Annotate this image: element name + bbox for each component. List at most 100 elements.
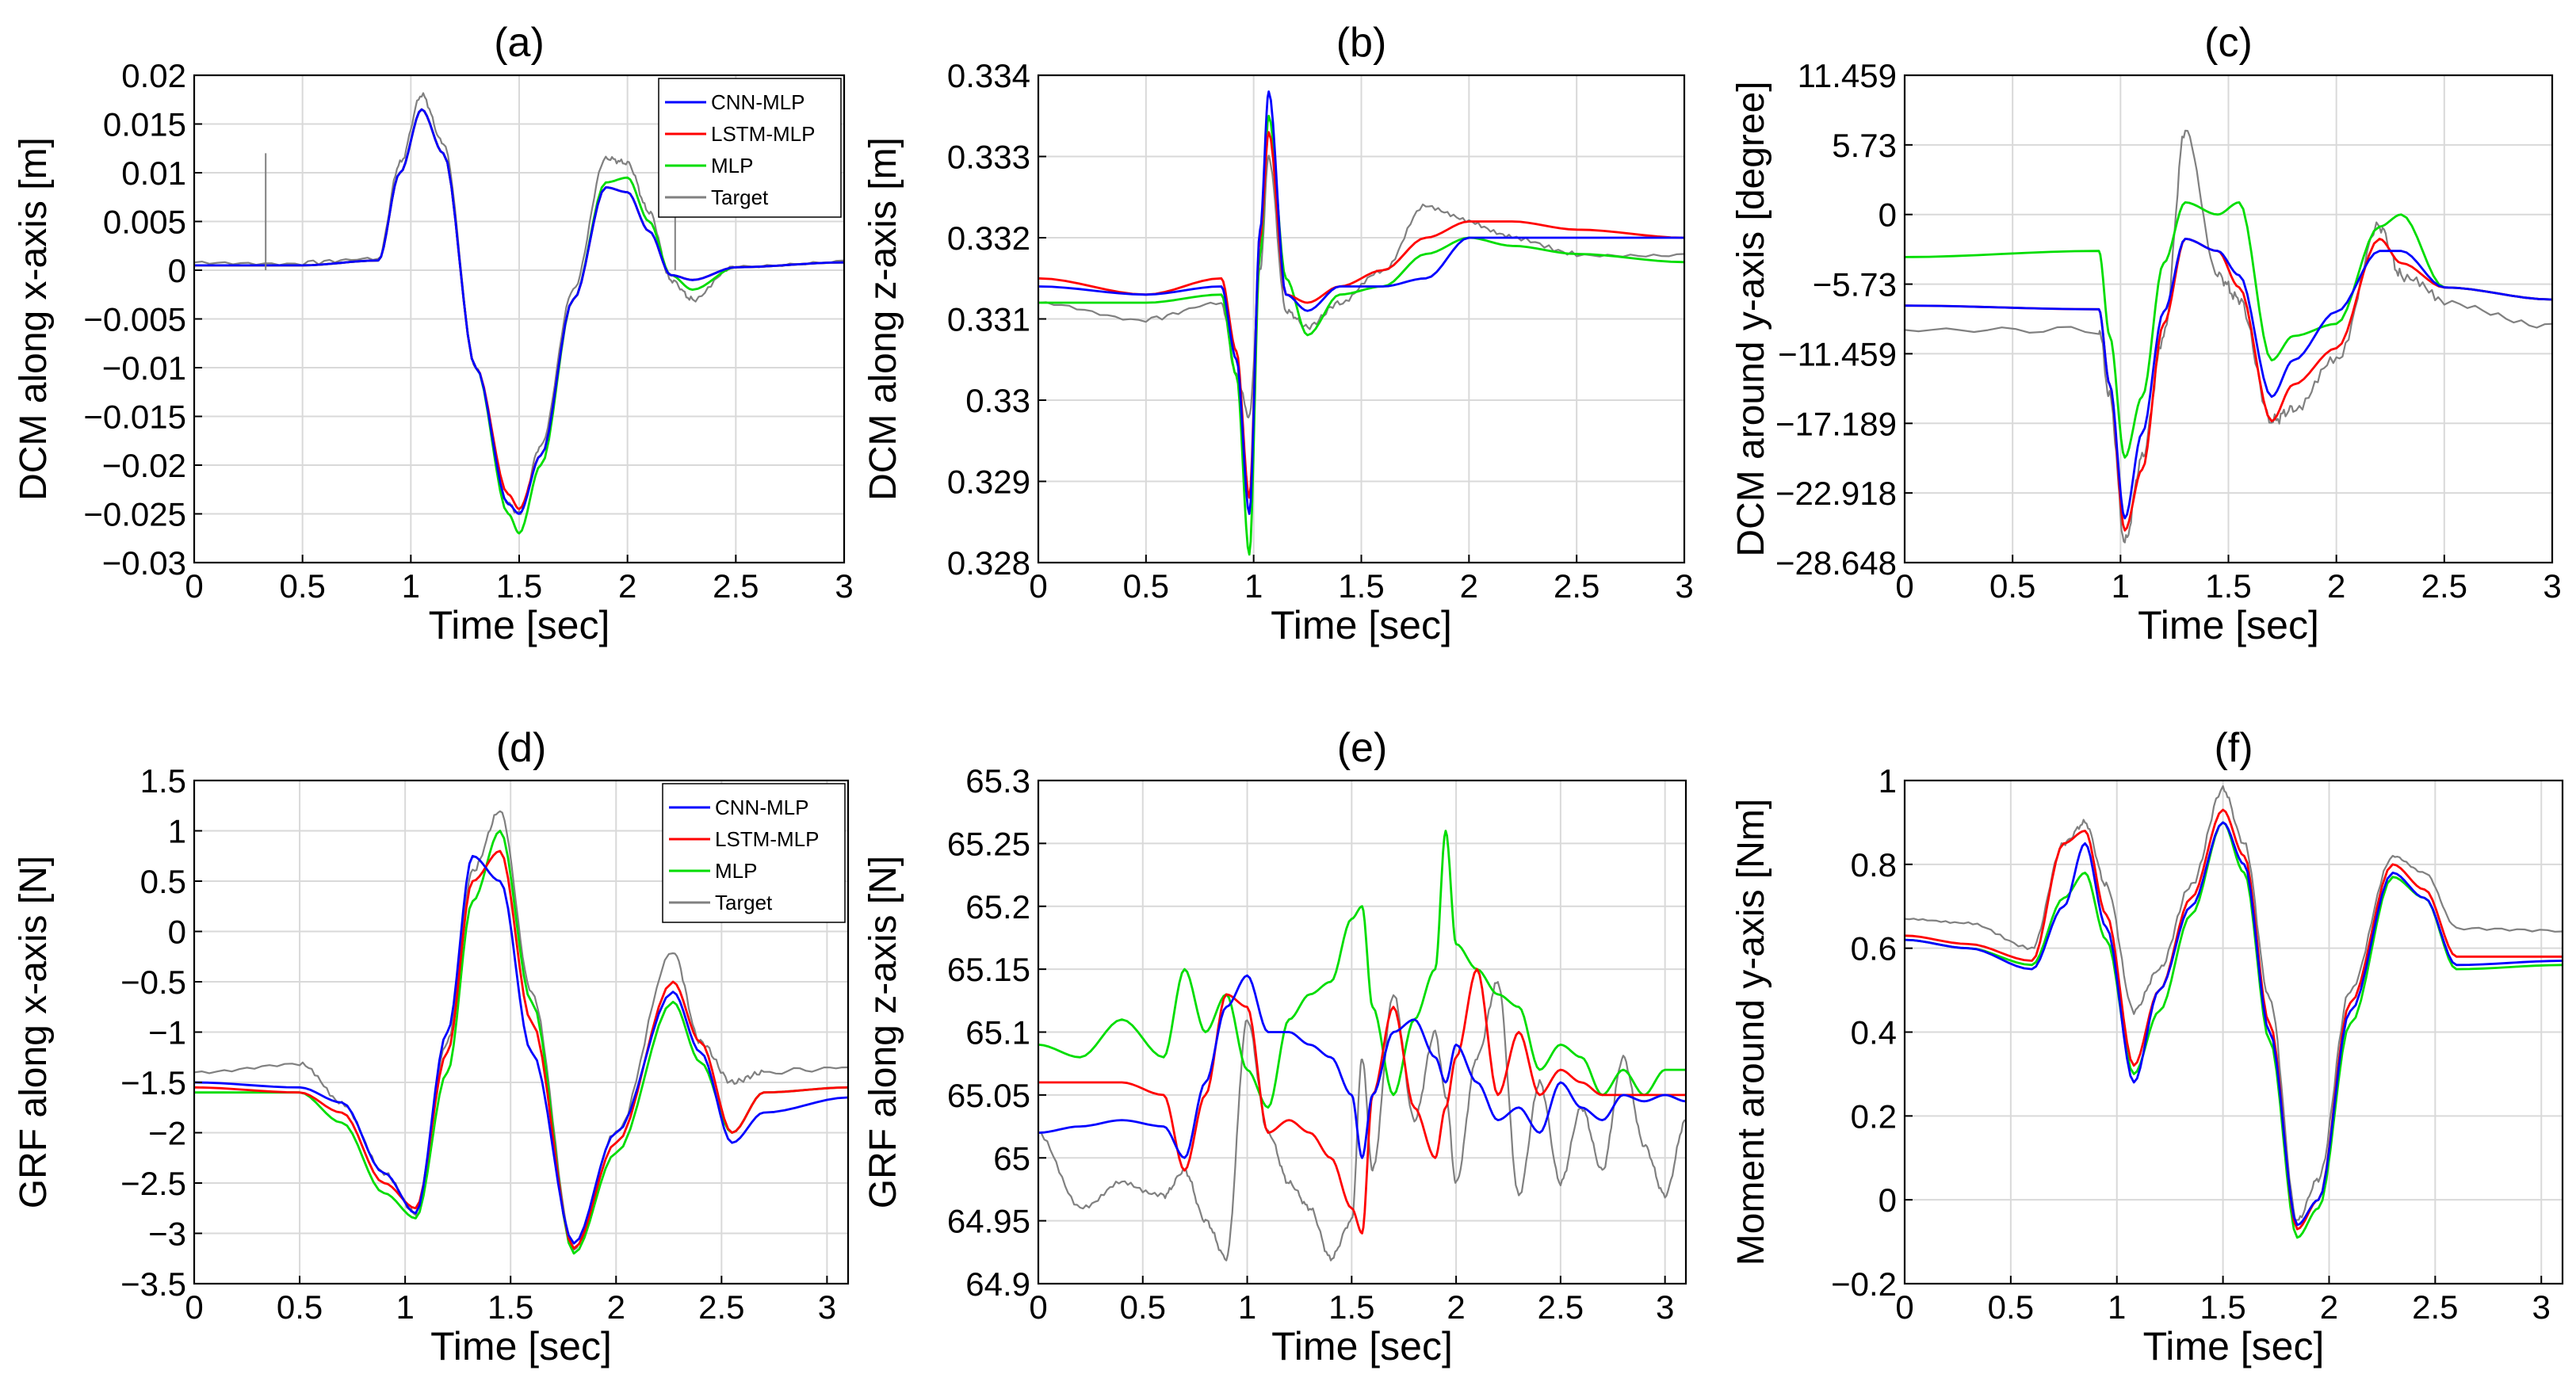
y-tick-label: 1.5 [140,762,186,800]
y-tick-label: 0.5 [140,863,186,900]
chart-panel-f: 0 0.5 1 1.5 2 2.5 3−0.200.20.40.60.81(f)Time [… [1730,725,2564,1368]
chart-panel-a: 0 0.5 1 1.5 2 2.5 3 −0.03 −0.025 −0.02 −0.015 −0.01… [13,20,854,647]
y-axis-label: DCM along z-axis [m] [862,137,904,501]
y-tick-label: 0.332 [947,219,1030,257]
x-tick-label: 2.5 [2412,1288,2458,1326]
y-tick-label: 1 [1878,762,1897,800]
x-axis-label: Time [sec] [1271,1324,1453,1368]
series-line-cnn-mlp [1038,974,1686,1159]
y-tick-label: −22.918 [1775,475,1897,512]
series-line-cnn-mlp [194,854,848,1245]
y-tick-label: 0.329 [947,464,1030,501]
x-tick-label: 1.5 [2205,567,2251,605]
x-tick-label: 0 [1895,1288,1913,1326]
x-tick-label: 0.5 [279,567,325,605]
y-tick-label: 65 [993,1139,1030,1177]
x-axis-label: Time [sec] [429,603,610,647]
y-tick-label: 65.25 [947,825,1030,862]
x-tick-label: 1.5 [487,1288,533,1326]
y-tick-label: 0.015 [103,106,186,143]
x-axis-label: Time [sec] [2143,1324,2325,1368]
chart-panel-d: 0 0.5 1 1.5 2 2.5 3 −3.5 −3 −2.5 −2 −1.5 −1 −0.5 0 0.5 1… [13,725,850,1368]
y-tick-label: 65.1 [965,1014,1030,1051]
y-tick-label: 0 [168,914,186,951]
y-tick-label: 64.95 [947,1203,1030,1240]
y-tick-label: 11.459 [1798,57,1897,94]
x-tick-label: 0.5 [1123,567,1169,605]
y-axis-label: GRF along x-axis [N] [13,856,55,1208]
chart-panel-e: 0 0.5 1 1.5 2 2.5 3 64.9 64.95 65 65.05 65.1 65.15 65… [862,725,1687,1368]
y-tick-label: −2 [148,1115,186,1152]
x-tick-label: 0 [1895,567,1913,605]
series-line-cnn-mlp [194,108,844,515]
y-tick-label: −28.648 [1775,544,1897,582]
x-tick-label: 1 [396,1288,414,1326]
y-tick-label: 0 [1878,1181,1897,1219]
y-tick-label: 64.9 [965,1265,1030,1303]
y-tick-label: −0.2 [1831,1265,1897,1303]
y-tick-label: −1 [148,1014,186,1051]
x-tick-label: 2 [2327,567,2345,605]
y-tick-label: −17.189 [1775,405,1897,442]
y-axis-label: DCM around y-axis [degree] [1730,81,1772,556]
legend-label: MLP [711,154,753,177]
x-tick-label: 3 [835,567,853,605]
x-tick-label: 2.5 [1554,567,1599,605]
y-tick-label: 0.4 [1851,1014,1897,1051]
x-tick-label: 0.5 [1988,1288,2034,1326]
y-tick-label: 65.2 [965,888,1030,926]
x-tick-label: 0 [185,567,203,605]
legend-label: MLP [715,859,757,883]
y-axis-label: Moment around y-axis [Nm] [1730,799,1772,1266]
y-tick-label: −1.5 [120,1064,186,1101]
y-tick-label: 0.333 [947,139,1030,176]
y-tick-label: 0.8 [1851,846,1897,884]
x-tick-label: 1.5 [1328,1288,1374,1326]
legend-label: CNN-MLP [711,90,805,114]
x-tick-label: 1 [2108,1288,2126,1326]
chart-title: (d) [496,725,547,771]
y-tick-label: −5.73 [1813,266,1897,303]
x-tick-label: 2.5 [1538,1288,1584,1326]
chart-title: (b) [1336,20,1387,66]
x-tick-label: 1 [1244,567,1263,605]
chart-title: (f) [2214,725,2253,771]
plot-area [194,92,844,535]
y-tick-label: 0.33 [965,382,1030,419]
x-tick-label: 3 [1675,567,1693,605]
y-tick-label: −0.03 [102,544,186,582]
series-line-lstm-mlp [194,849,848,1250]
chart-title: (e) [1337,725,1388,771]
y-tick-label: 0.01 [121,155,186,192]
x-tick-label: 3 [1656,1288,1674,1326]
chart-panel-b: 0 0.5 1 1.5 2 2.5 3 0.328 0.329 0.33 0.331 0.332 0.3… [862,20,1694,647]
x-tick-label: 2 [618,567,636,605]
plot-area [1038,90,1684,556]
y-tick-label: 0.6 [1851,930,1897,968]
y-axis-label: GRF along z-axis [N] [862,856,904,1208]
y-tick-label: 0.334 [947,57,1030,94]
y-tick-label: 1 [168,813,186,850]
x-tick-label: 0.5 [1120,1288,1166,1326]
x-axis-label: Time [sec] [1271,603,1452,647]
y-tick-label: 0.02 [121,57,186,94]
y-tick-label: 0.005 [103,204,186,241]
series-line-mlp [1905,821,2563,1239]
series-line-cnn-mlp [1038,90,1684,515]
series-line-mlp [1038,830,1686,1109]
x-tick-label: 1.5 [1338,567,1384,605]
x-tick-label: 0 [1029,1288,1047,1326]
x-tick-label: 0.5 [277,1288,323,1326]
legend-label: Target [715,891,773,914]
x-tick-label: 0 [1029,567,1047,605]
x-tick-label: 2.5 [713,567,759,605]
chart-title: (c) [2204,20,2253,66]
series-line-lstm-mlp [1038,131,1684,499]
legend-label: LSTM-MLP [715,827,819,851]
y-tick-label: 5.73 [1832,127,1897,164]
plot-area [1038,830,1686,1261]
y-tick-label: −0.5 [120,964,186,1001]
x-tick-label: 1.5 [2200,1288,2245,1326]
x-tick-label: 1.5 [496,567,542,605]
